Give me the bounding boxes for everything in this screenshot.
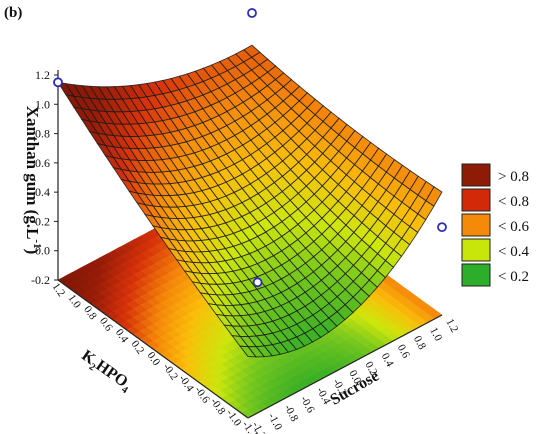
legend-swatch (461, 263, 491, 287)
design-point (247, 8, 257, 18)
x-tick-label: -0.6 (298, 394, 317, 415)
legend-label: > 0.8 (498, 169, 529, 185)
surface-cell (425, 186, 443, 207)
x-tick-label: 0.6 (395, 343, 412, 361)
panel-label: (b) (4, 5, 22, 21)
legend-swatch (461, 188, 491, 212)
x-tick-label: -1.0 (266, 411, 285, 432)
z-tick-label: 0.6 (35, 156, 50, 170)
legend-swatch (461, 163, 491, 187)
legend-label: < 0.2 (498, 269, 529, 285)
y-axis-title: K2HPO4 (77, 347, 135, 396)
x-tick-label: 1.2 (443, 317, 460, 335)
x-tick-label: 0.4 (379, 351, 396, 369)
design-point (53, 77, 63, 88)
legend-label: < 0.8 (498, 194, 529, 210)
z-axis-title: Xanthan gum (g.L-1) (23, 106, 43, 255)
legend-swatch (461, 238, 491, 262)
design-points (53, 8, 447, 288)
z-tick-label: -0.2 (31, 273, 50, 287)
x-tick-label: 1.0 (427, 325, 444, 343)
x-tick-label: 0.2 (363, 360, 380, 378)
legend-swatch (461, 213, 491, 237)
x-tick-label: 0.0 (346, 368, 363, 386)
y-axis-line (57, 279, 249, 419)
legend-label: < 0.4 (498, 244, 529, 260)
x-tick-label: -0.8 (282, 403, 301, 424)
response-surface (57, 44, 443, 358)
z-tick-label: 0.0 (35, 244, 50, 258)
x-axis-line (247, 314, 443, 419)
z-tick-label: 1.2 (35, 68, 50, 82)
x-tick-label: 0.8 (411, 334, 428, 352)
z-tick-label: 1.0 (35, 97, 50, 111)
legend-label: < 0.6 (498, 219, 529, 235)
z-tick-label: 0.8 (35, 127, 50, 141)
design-point (437, 222, 447, 233)
z-tick-label: 0.4 (35, 185, 50, 199)
legend: > 0.8 < 0.8 < 0.6 < 0.4 < 0.2 (461, 163, 529, 287)
design-point (252, 277, 263, 288)
z-tick-label: 0.2 (35, 214, 50, 228)
